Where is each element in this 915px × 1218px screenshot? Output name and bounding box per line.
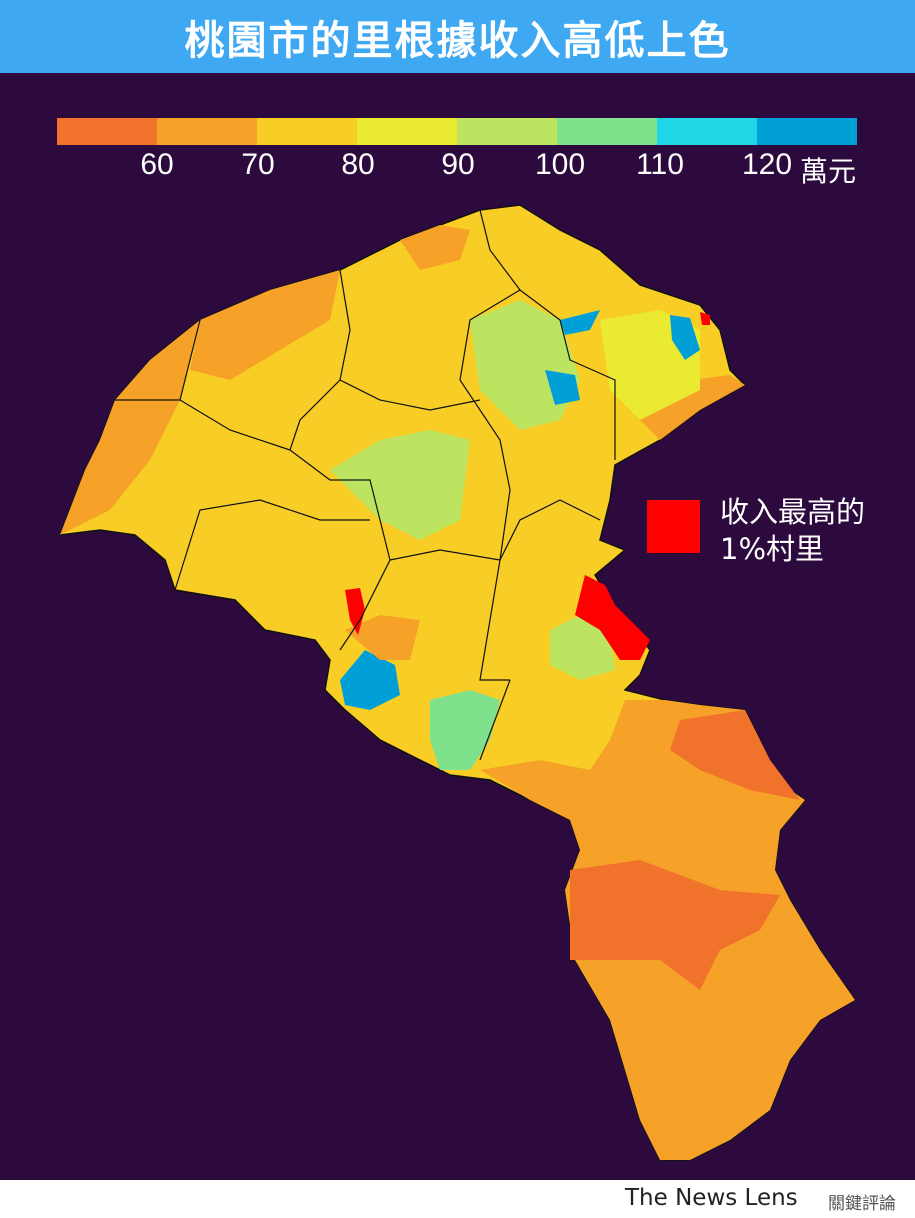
- region-blue: [545, 370, 580, 405]
- legend-swatch: [657, 118, 757, 145]
- region-blue: [340, 650, 400, 710]
- legend-tick: 90: [441, 148, 475, 181]
- top-1pct-village: [345, 588, 365, 635]
- brand-logo: The News Lens: [625, 1185, 798, 1211]
- legend-tick: 100: [534, 148, 586, 181]
- legend-swatch: [357, 118, 457, 145]
- highlight-label-line2: 1%村里: [720, 532, 825, 566]
- top-1pct-village: [700, 312, 710, 325]
- top-1pct-village: [575, 575, 650, 660]
- footer: The News Lens 關鍵評論: [0, 1180, 915, 1218]
- region-west-coast: [60, 320, 200, 535]
- region-center-green: [330, 430, 470, 540]
- region-north-coast: [400, 225, 470, 270]
- region-northwest: [190, 270, 340, 380]
- region-dark-orange: [570, 860, 780, 990]
- highlight-label-line1: 收入最高的: [720, 495, 866, 529]
- legend-swatch: [457, 118, 557, 145]
- legend-swatch: [757, 118, 857, 145]
- legend-tick: 110: [636, 148, 684, 181]
- region-northeast-green: [470, 300, 580, 430]
- highlight-legend-label: 收入最高的 1%村里: [720, 494, 865, 568]
- region-blue: [670, 315, 700, 360]
- region-east-coast: [640, 375, 745, 440]
- region-blue: [560, 310, 600, 335]
- highlight-legend-swatch: [647, 500, 700, 553]
- page-title: 桃園市的里根據收入高低上色: [184, 17, 731, 64]
- legend-tick: 60: [140, 148, 174, 181]
- color-legend: [57, 118, 857, 145]
- title-banner: 桃園市的里根據收入高低上色: [0, 0, 915, 73]
- region-green-southeast: [550, 615, 615, 680]
- legend-swatch: [557, 118, 657, 145]
- legend-swatch: [157, 118, 257, 145]
- legend-ticks: 60 70 80 90 100 110 120: [0, 148, 915, 184]
- legend-tick: 120: [741, 148, 793, 181]
- district-boundaries: [115, 209, 616, 761]
- region-dark-orange: [670, 710, 800, 800]
- region-orange-middle: [345, 615, 420, 660]
- legend-swatch: [257, 118, 357, 145]
- brand-logo-zh: 關鍵評論: [828, 1194, 896, 1214]
- legend-tick: 70: [241, 148, 275, 181]
- legend-swatch: [57, 118, 157, 145]
- legend-tick: 80: [341, 148, 375, 181]
- legend-unit: 萬元: [800, 155, 857, 188]
- region-teal: [430, 690, 500, 770]
